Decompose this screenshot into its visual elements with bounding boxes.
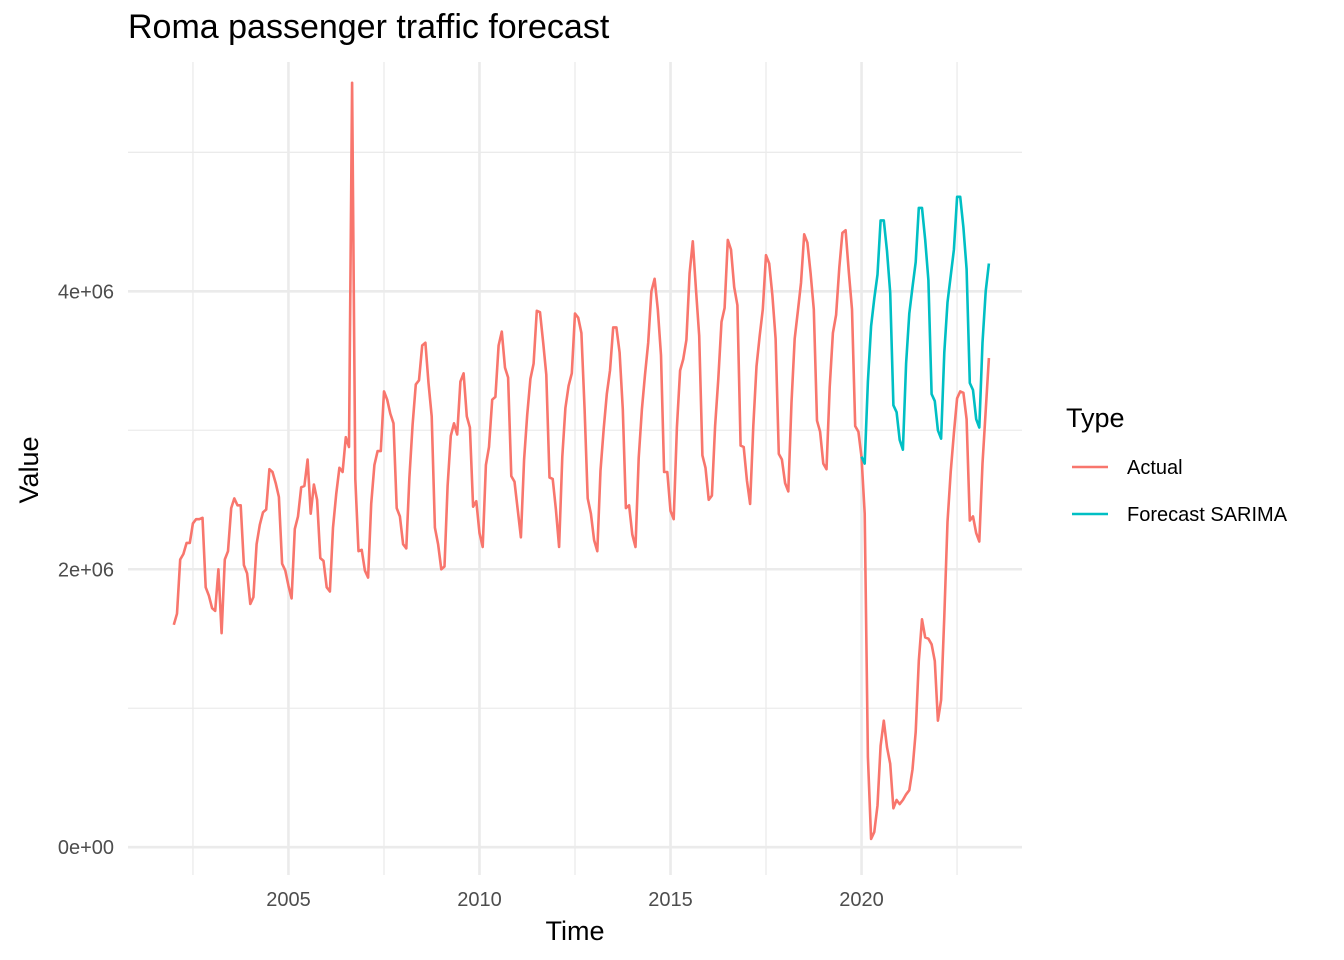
y-tick-labels: 0e+00 2e+06 4e+06 bbox=[58, 281, 114, 859]
x-tick-label-2015: 2015 bbox=[648, 889, 693, 911]
legend-title: Type bbox=[1066, 403, 1125, 433]
y-tick-label-1: 2e+06 bbox=[58, 559, 114, 581]
legend: Type Actual Forecast SARIMA bbox=[1066, 403, 1288, 526]
legend-label-forecast: Forecast SARIMA bbox=[1127, 504, 1288, 526]
series-line-actual bbox=[172, 81, 991, 841]
x-tick-label-2010: 2010 bbox=[457, 889, 502, 911]
chart-title: Roma passenger traffic forecast bbox=[128, 8, 610, 46]
grid bbox=[128, 62, 1022, 875]
x-tick-label-2005: 2005 bbox=[266, 889, 311, 911]
y-tick-label-0: 0e+00 bbox=[58, 837, 114, 859]
x-axis-title: Time bbox=[546, 916, 605, 946]
x-tick-label-2020: 2020 bbox=[839, 889, 884, 911]
series-line-forecast-sarima bbox=[860, 195, 991, 465]
y-axis-title: Value bbox=[14, 436, 44, 503]
y-tick-label-2: 4e+06 bbox=[58, 281, 114, 303]
x-tick-labels: 2005 2010 2015 2020 bbox=[266, 889, 884, 911]
legend-label-actual: Actual bbox=[1127, 457, 1183, 479]
series-lines bbox=[172, 81, 991, 841]
